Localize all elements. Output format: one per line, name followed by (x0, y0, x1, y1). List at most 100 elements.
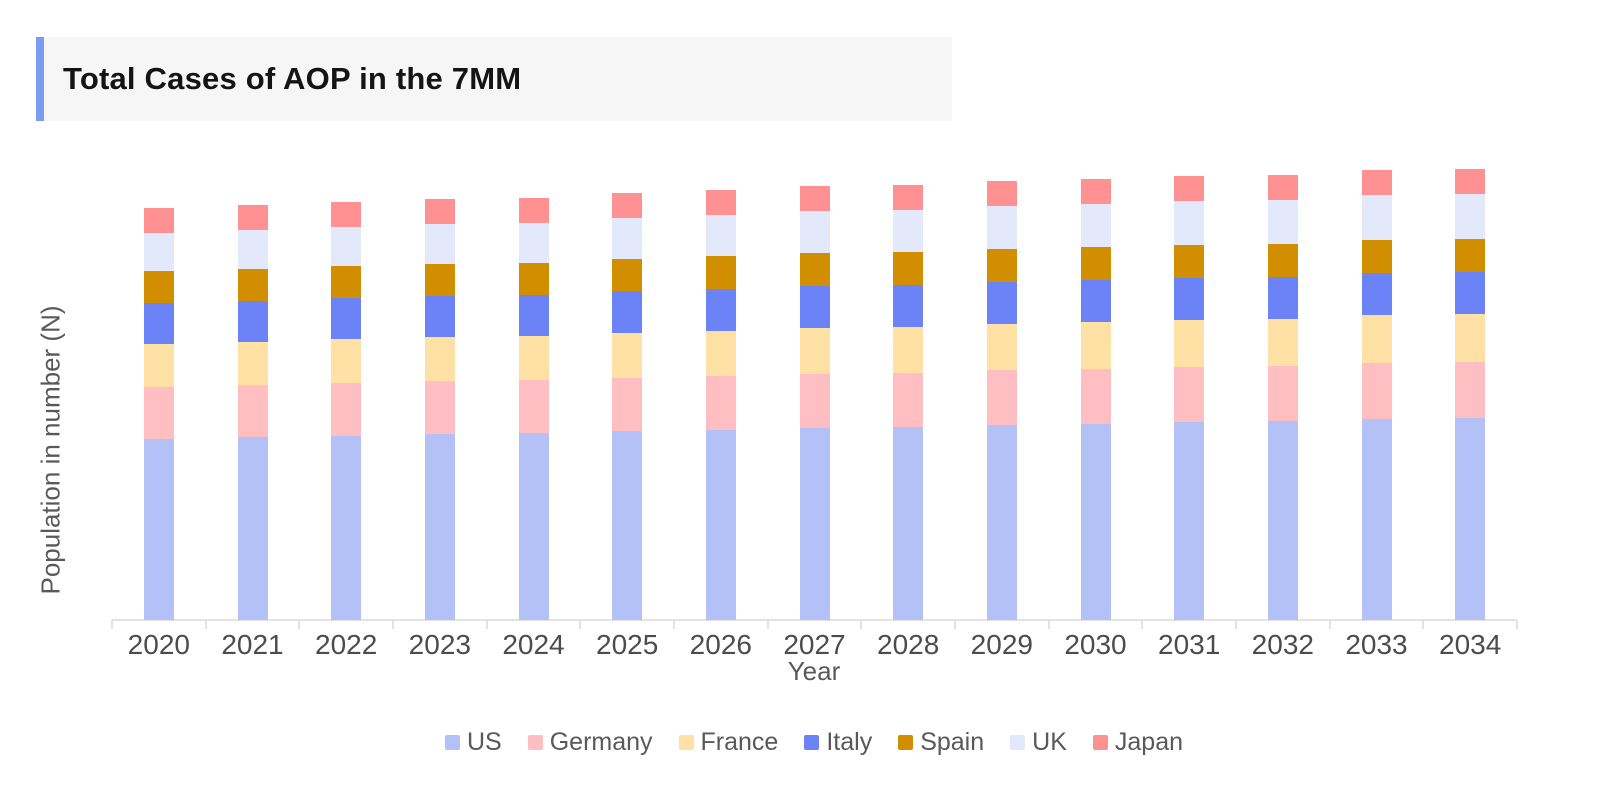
bar-segment-uk-2030[interactable] (1080, 204, 1111, 247)
legend-item-uk[interactable]: UK (1010, 728, 1067, 757)
legend-item-italy[interactable]: Italy (804, 728, 872, 757)
bar-segment-us-2025[interactable] (612, 431, 643, 620)
bar-segment-us-2026[interactable] (705, 430, 736, 620)
bar-segment-italy-2021[interactable] (237, 301, 268, 342)
bar-segment-germany-2030[interactable] (1080, 369, 1111, 424)
bar-segment-spain-2026[interactable] (705, 256, 736, 289)
bar-segment-spain-2025[interactable] (612, 259, 643, 291)
bar-segment-france-2027[interactable] (799, 328, 830, 374)
bar-segment-uk-2033[interactable] (1361, 195, 1392, 240)
bar-segment-uk-2022[interactable] (331, 227, 362, 266)
bar-segment-uk-2023[interactable] (424, 224, 455, 264)
bar-segment-germany-2026[interactable] (705, 376, 736, 430)
bar-segment-japan-2027[interactable] (799, 186, 830, 211)
bar-segment-spain-2028[interactable] (893, 252, 924, 285)
bar-segment-france-2032[interactable] (1267, 319, 1298, 366)
bar-segment-france-2021[interactable] (237, 342, 268, 385)
bar-segment-japan-2029[interactable] (986, 181, 1017, 206)
legend-item-us[interactable]: US (444, 728, 502, 757)
legend-item-germany[interactable]: Germany (527, 728, 653, 757)
bar-segment-japan-2031[interactable] (1174, 176, 1205, 201)
bar-segment-italy-2025[interactable] (612, 291, 643, 333)
bar-segment-japan-2020[interactable] (143, 208, 174, 233)
bar-segment-uk-2026[interactable] (705, 215, 736, 256)
bar-segment-us-2028[interactable] (893, 427, 924, 620)
bar-segment-germany-2032[interactable] (1267, 366, 1298, 421)
bar-segment-germany-2034[interactable] (1455, 362, 1486, 418)
bar-segment-italy-2023[interactable] (424, 296, 455, 337)
bar-segment-france-2028[interactable] (893, 327, 924, 373)
bar-segment-uk-2024[interactable] (518, 223, 549, 263)
bar-segment-japan-2023[interactable] (424, 199, 455, 224)
bar-segment-france-2020[interactable] (143, 344, 174, 387)
bar-segment-italy-2022[interactable] (331, 298, 362, 339)
bar-segment-germany-2033[interactable] (1361, 363, 1392, 419)
bar-segment-japan-2034[interactable] (1455, 169, 1486, 194)
bar-segment-germany-2022[interactable] (331, 383, 362, 436)
bar-segment-germany-2023[interactable] (424, 381, 455, 434)
bar-segment-france-2031[interactable] (1174, 320, 1205, 367)
bar-segment-italy-2031[interactable] (1174, 278, 1205, 320)
bar-segment-france-2025[interactable] (612, 333, 643, 378)
bar-segment-france-2023[interactable] (424, 337, 455, 381)
bar-segment-us-2020[interactable] (143, 439, 174, 620)
bar-segment-italy-2029[interactable] (986, 282, 1017, 324)
bar-segment-germany-2021[interactable] (237, 385, 268, 437)
bar-segment-italy-2032[interactable] (1267, 277, 1298, 319)
bar-segment-italy-2027[interactable] (799, 286, 830, 328)
bar-segment-us-2023[interactable] (424, 434, 455, 620)
bar-segment-japan-2032[interactable] (1267, 175, 1298, 200)
bar-segment-japan-2025[interactable] (612, 193, 643, 218)
bar-segment-spain-2033[interactable] (1361, 240, 1392, 273)
bar-segment-japan-2028[interactable] (893, 185, 924, 210)
bar-segment-spain-2021[interactable] (237, 269, 268, 301)
bar-segment-uk-2020[interactable] (143, 233, 174, 271)
bar-segment-us-2024[interactable] (518, 433, 549, 620)
bar-segment-france-2026[interactable] (705, 331, 736, 376)
legend-item-japan[interactable]: Japan (1092, 728, 1183, 757)
bar-segment-france-2033[interactable] (1361, 315, 1392, 363)
bar-segment-spain-2030[interactable] (1080, 247, 1111, 280)
bar-segment-france-2022[interactable] (331, 339, 362, 383)
bar-segment-japan-2021[interactable] (237, 205, 268, 230)
bar-segment-spain-2031[interactable] (1174, 245, 1205, 278)
bar-segment-germany-2020[interactable] (143, 387, 174, 439)
bar-segment-germany-2027[interactable] (799, 374, 830, 428)
bar-segment-us-2022[interactable] (331, 436, 362, 620)
bar-segment-germany-2031[interactable] (1174, 367, 1205, 422)
bar-segment-spain-2027[interactable] (799, 253, 830, 286)
bar-segment-france-2030[interactable] (1080, 322, 1111, 369)
bar-segment-italy-2030[interactable] (1080, 280, 1111, 322)
bar-segment-italy-2026[interactable] (705, 289, 736, 331)
bar-segment-uk-2032[interactable] (1267, 200, 1298, 244)
bar-segment-japan-2030[interactable] (1080, 179, 1111, 204)
bar-segment-spain-2020[interactable] (143, 271, 174, 303)
bar-segment-spain-2023[interactable] (424, 264, 455, 296)
bar-segment-spain-2034[interactable] (1455, 239, 1486, 272)
bar-segment-spain-2032[interactable] (1267, 244, 1298, 277)
bar-segment-france-2029[interactable] (986, 324, 1017, 370)
bar-segment-uk-2034[interactable] (1455, 194, 1486, 239)
bar-segment-us-2031[interactable] (1174, 422, 1205, 620)
legend-item-spain[interactable]: Spain (898, 728, 984, 757)
bar-segment-uk-2029[interactable] (986, 206, 1017, 249)
bar-segment-japan-2024[interactable] (518, 198, 549, 223)
bar-segment-spain-2024[interactable] (518, 263, 549, 295)
bar-segment-spain-2022[interactable] (331, 266, 362, 298)
bar-segment-japan-2033[interactable] (1361, 170, 1392, 195)
bar-segment-germany-2028[interactable] (893, 373, 924, 427)
bar-segment-france-2024[interactable] (518, 336, 549, 380)
bar-segment-italy-2024[interactable] (518, 295, 549, 336)
bar-segment-japan-2026[interactable] (705, 190, 736, 215)
bar-segment-us-2021[interactable] (237, 437, 268, 620)
bar-segment-italy-2034[interactable] (1455, 272, 1486, 314)
bar-segment-france-2034[interactable] (1455, 314, 1486, 362)
bar-segment-italy-2033[interactable] (1361, 273, 1392, 315)
bar-segment-germany-2029[interactable] (986, 370, 1017, 425)
bar-segment-uk-2021[interactable] (237, 230, 268, 269)
bar-segment-italy-2020[interactable] (143, 303, 174, 344)
bar-segment-italy-2028[interactable] (893, 285, 924, 327)
bar-segment-us-2034[interactable] (1455, 418, 1486, 620)
bar-segment-us-2029[interactable] (986, 425, 1017, 620)
bar-segment-us-2030[interactable] (1080, 424, 1111, 620)
